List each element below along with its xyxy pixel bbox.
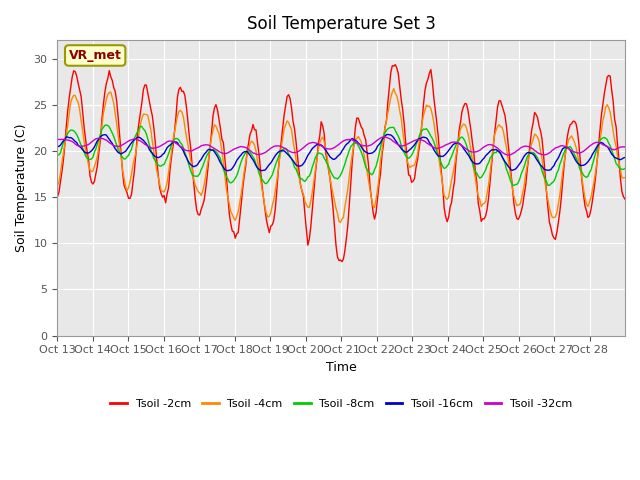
Tsoil -2cm — [73, 73, 81, 79]
Tsoil -4cm — [91, 163, 99, 169]
Line: Tsoil -8cm: Tsoil -8cm — [58, 125, 625, 185]
Tsoil -8cm — [510, 182, 518, 188]
Tsoil -16cm — [620, 155, 627, 161]
Tsoil -2cm — [91, 179, 99, 184]
Tsoil -32cm — [91, 137, 99, 143]
Tsoil -16cm — [224, 168, 232, 174]
Tsoil -32cm — [504, 152, 512, 158]
Tsoil -8cm — [91, 149, 99, 155]
Tsoil -2cm — [347, 180, 355, 185]
Y-axis label: Soil Temperature (C): Soil Temperature (C) — [15, 124, 28, 252]
Line: Tsoil -32cm: Tsoil -32cm — [58, 137, 625, 155]
Tsoil -8cm — [460, 136, 467, 142]
Tsoil -32cm — [460, 144, 467, 150]
Tsoil -16cm — [73, 140, 81, 145]
Tsoil -32cm — [545, 150, 553, 156]
Tsoil -4cm — [621, 175, 629, 180]
Tsoil -32cm — [621, 144, 629, 150]
Tsoil -8cm — [347, 144, 355, 149]
Tsoil -4cm — [390, 86, 397, 92]
Text: VR_met: VR_met — [68, 49, 122, 62]
Tsoil -4cm — [620, 175, 627, 180]
Tsoil -16cm — [347, 137, 355, 143]
Tsoil -8cm — [620, 167, 627, 172]
Line: Tsoil -16cm: Tsoil -16cm — [58, 134, 625, 171]
Line: Tsoil -4cm: Tsoil -4cm — [58, 89, 625, 222]
Tsoil -16cm — [545, 167, 553, 173]
Tsoil -2cm — [392, 62, 399, 68]
Tsoil -2cm — [545, 219, 553, 225]
Tsoil -4cm — [73, 96, 81, 102]
Tsoil -8cm — [102, 122, 110, 128]
Tsoil -8cm — [621, 166, 629, 171]
Tsoil -2cm — [338, 259, 346, 264]
Tsoil -16cm — [54, 144, 61, 149]
Legend: Tsoil -2cm, Tsoil -4cm, Tsoil -8cm, Tsoil -16cm, Tsoil -32cm: Tsoil -2cm, Tsoil -4cm, Tsoil -8cm, Tsoi… — [106, 395, 577, 413]
Tsoil -32cm — [381, 134, 388, 140]
Tsoil -16cm — [461, 147, 468, 153]
Tsoil -2cm — [621, 196, 629, 202]
Tsoil -8cm — [545, 182, 553, 188]
Tsoil -4cm — [461, 122, 468, 128]
Tsoil -8cm — [54, 152, 61, 158]
Tsoil -16cm — [384, 132, 392, 137]
Tsoil -2cm — [620, 194, 627, 200]
Title: Soil Temperature Set 3: Soil Temperature Set 3 — [247, 15, 436, 33]
Tsoil -16cm — [621, 155, 629, 160]
X-axis label: Time: Time — [326, 361, 356, 374]
Tsoil -32cm — [346, 136, 353, 142]
Line: Tsoil -2cm: Tsoil -2cm — [58, 65, 625, 262]
Tsoil -32cm — [54, 136, 61, 142]
Tsoil -4cm — [347, 161, 355, 167]
Tsoil -4cm — [337, 219, 344, 225]
Tsoil -4cm — [54, 182, 61, 188]
Tsoil -32cm — [73, 142, 81, 148]
Tsoil -32cm — [620, 144, 627, 150]
Tsoil -8cm — [73, 132, 81, 137]
Tsoil -16cm — [91, 144, 99, 150]
Tsoil -2cm — [54, 194, 61, 200]
Tsoil -4cm — [545, 205, 553, 211]
Tsoil -2cm — [461, 101, 468, 107]
